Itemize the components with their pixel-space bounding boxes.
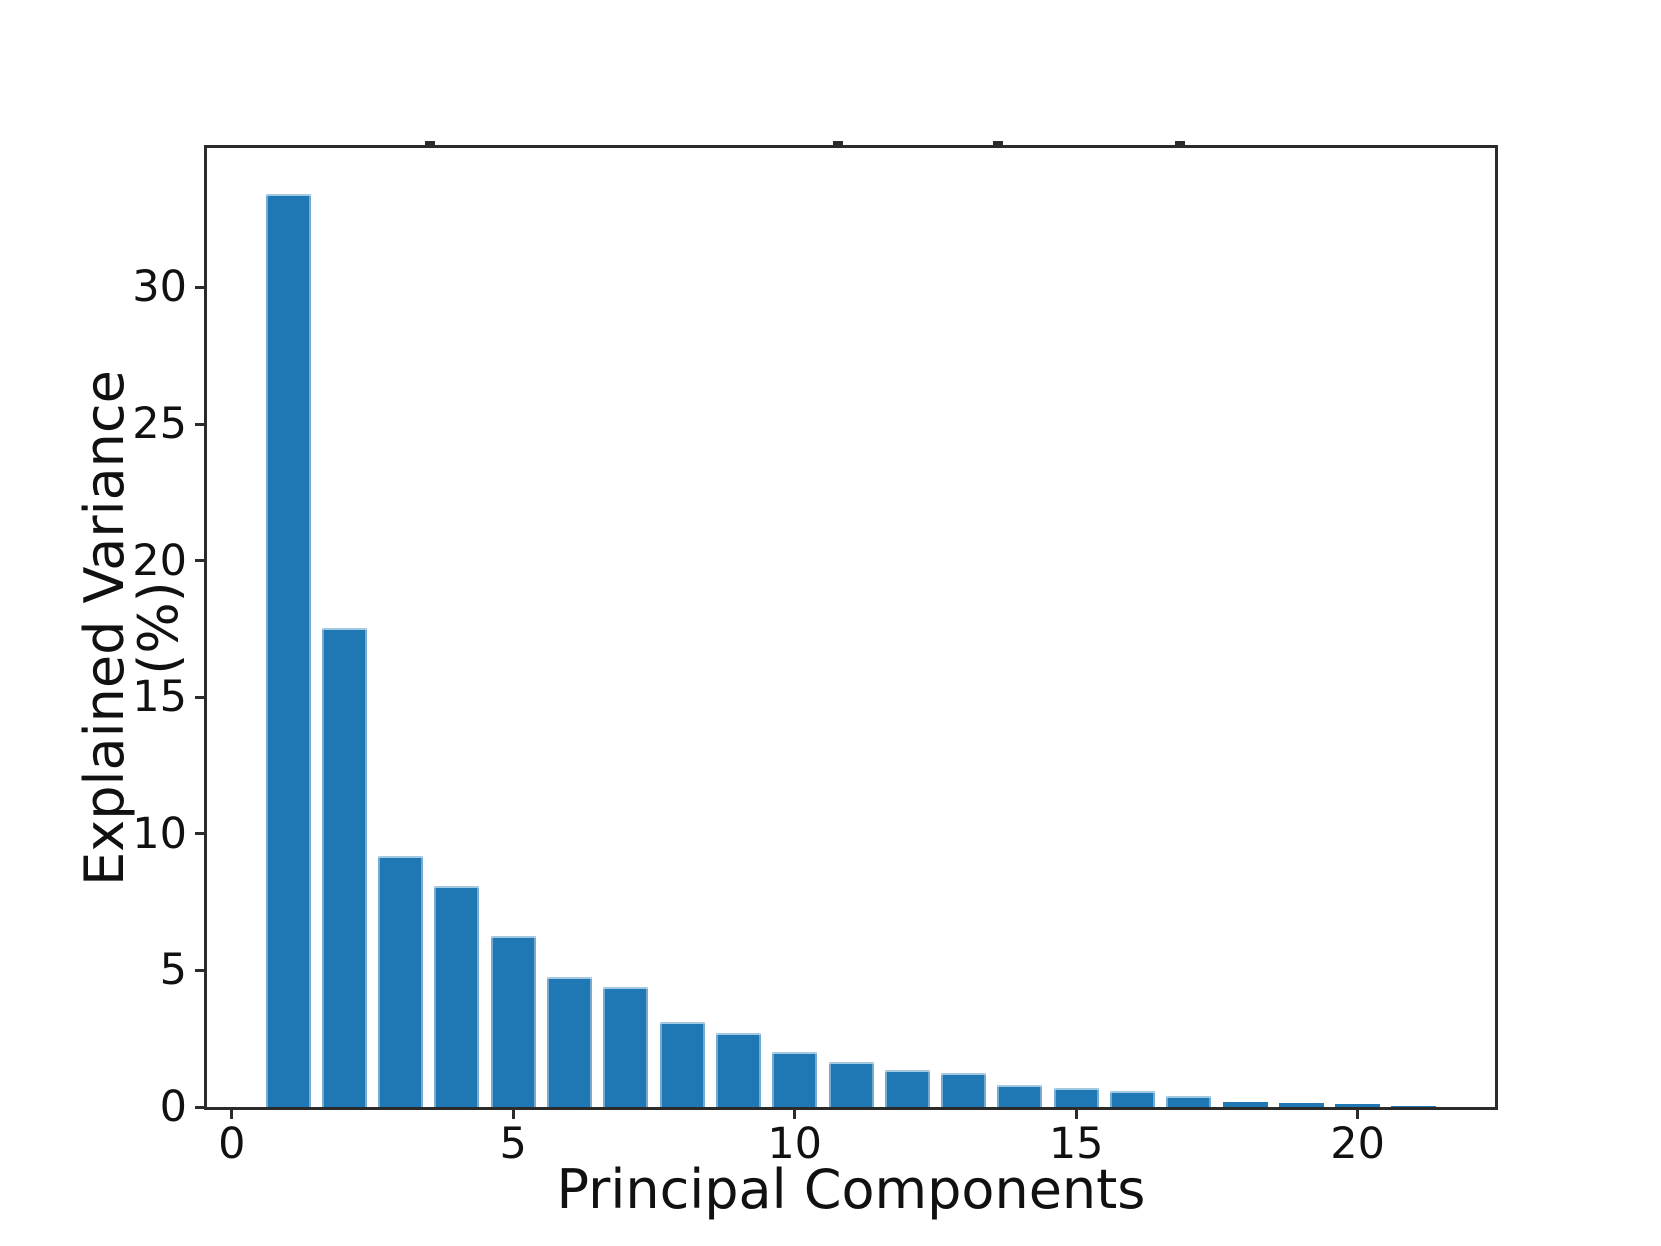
y-tick-mark-25 xyxy=(195,422,204,426)
clipped-title-mark-1 xyxy=(425,141,435,145)
y-tick-mark-0 xyxy=(195,1105,204,1109)
bar-pc-13 xyxy=(941,1072,987,1107)
bar-pc-15 xyxy=(1053,1087,1099,1107)
x-tick-label-0: 0 xyxy=(218,1119,246,1169)
bar-pc-12 xyxy=(884,1070,930,1107)
x-tick-label-10: 10 xyxy=(767,1119,823,1169)
bar-pc-3 xyxy=(378,855,424,1107)
bar-pc-10 xyxy=(772,1052,818,1107)
bar-pc-17 xyxy=(1166,1096,1212,1107)
clipped-title-mark-2 xyxy=(833,141,843,145)
y-axis-label: Explained Variance (%) xyxy=(73,370,190,886)
x-tick-mark-10 xyxy=(793,1110,797,1119)
x-tick-mark-0 xyxy=(230,1110,234,1119)
bar-pc-18 xyxy=(1222,1101,1268,1107)
y-tick-label-25: 25 xyxy=(132,399,187,449)
bar-pc-1 xyxy=(265,194,311,1107)
x-tick-label-20: 20 xyxy=(1330,1119,1385,1169)
x-tick-mark-20 xyxy=(1356,1110,1360,1119)
x-tick-label-15: 15 xyxy=(1048,1119,1104,1169)
y-tick-label-5: 5 xyxy=(159,945,187,996)
bar-pc-21 xyxy=(1391,1105,1437,1107)
bar-pc-2 xyxy=(321,627,367,1107)
bar-pc-16 xyxy=(1110,1090,1155,1107)
bar-pc-20 xyxy=(1335,1104,1381,1107)
bar-pc-14 xyxy=(997,1085,1043,1107)
y-tick-label-20: 20 xyxy=(132,535,187,586)
x-axis-label: Principal Components xyxy=(556,1158,1146,1221)
bar-pc-6 xyxy=(547,977,592,1107)
clipped-title-mark-4 xyxy=(1175,141,1185,145)
bar-pc-5 xyxy=(490,936,536,1107)
bar-pc-9 xyxy=(715,1033,761,1107)
bar-pc-11 xyxy=(828,1061,874,1107)
y-tick-mark-30 xyxy=(195,285,204,289)
y-tick-mark-15 xyxy=(195,695,204,699)
x-tick-mark-15 xyxy=(1074,1110,1078,1119)
bar-pc-7 xyxy=(603,986,649,1107)
bar-pc-19 xyxy=(1278,1102,1324,1107)
y-tick-label-10: 10 xyxy=(132,808,187,859)
y-tick-mark-10 xyxy=(195,832,204,836)
y-tick-label-0: 0 xyxy=(159,1082,187,1132)
x-tick-mark-5 xyxy=(511,1110,515,1119)
bar-pc-4 xyxy=(434,885,480,1107)
y-tick-label-30: 30 xyxy=(132,262,187,313)
y-tick-mark-20 xyxy=(195,559,204,563)
bar-pc-8 xyxy=(659,1022,705,1107)
clipped-title-mark-3 xyxy=(993,141,1003,145)
y-tick-mark-5 xyxy=(195,968,204,972)
x-tick-label-5: 5 xyxy=(499,1119,527,1169)
y-tick-label-15: 15 xyxy=(132,672,187,723)
